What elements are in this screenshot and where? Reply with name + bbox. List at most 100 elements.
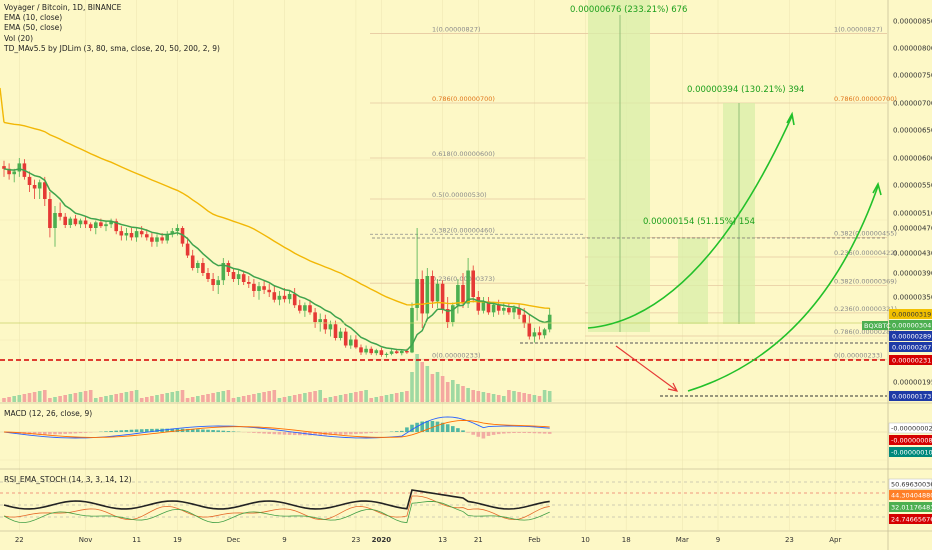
candle-body[interactable] xyxy=(532,332,537,337)
candle-body[interactable] xyxy=(134,231,139,238)
candle-body[interactable] xyxy=(537,332,542,336)
candle-body[interactable] xyxy=(466,270,470,304)
legend-ema10[interactable]: EMA (10, close) xyxy=(4,13,63,23)
candle-body[interactable] xyxy=(522,314,526,324)
candle-body[interactable] xyxy=(150,237,154,242)
rsi-title[interactable]: RSI_EMA_STOCH (14, 3, 3, 14, 12) xyxy=(4,475,132,484)
candle-body[interactable] xyxy=(323,319,328,330)
candle-body[interactable] xyxy=(160,237,164,241)
candle-body[interactable] xyxy=(43,182,47,199)
candle-body[interactable] xyxy=(104,224,108,227)
date-axis[interactable]: 22 Nov 11 19 Dec 9 23 2020 13 21 Feb 10 18 Mar 9 23 Apr xyxy=(15,536,842,544)
candle-body[interactable] xyxy=(507,307,511,313)
candle-body[interactable] xyxy=(53,213,57,228)
candle-body[interactable] xyxy=(338,331,343,338)
candle-body[interactable] xyxy=(486,301,491,313)
candle-body[interactable] xyxy=(32,185,37,189)
candle-body[interactable] xyxy=(58,213,62,217)
candle-body[interactable] xyxy=(37,182,42,189)
candle-body[interactable] xyxy=(287,294,292,300)
candle-body[interactable] xyxy=(476,297,481,311)
candle-body[interactable] xyxy=(262,286,266,290)
candle-body[interactable] xyxy=(481,301,486,311)
candle-body[interactable] xyxy=(17,163,22,172)
candle-body[interactable] xyxy=(343,331,348,346)
candle-body[interactable] xyxy=(226,263,231,272)
candle-body[interactable] xyxy=(272,292,277,300)
candle-body[interactable] xyxy=(282,295,287,300)
candle-body[interactable] xyxy=(354,339,358,348)
candle-body[interactable] xyxy=(175,228,180,232)
candle-body[interactable] xyxy=(129,233,134,238)
candle-body[interactable] xyxy=(231,272,236,279)
candle-body[interactable] xyxy=(313,312,317,323)
candle-body[interactable] xyxy=(364,348,368,353)
candle-body[interactable] xyxy=(236,274,241,279)
candle-body[interactable] xyxy=(359,347,363,353)
candle-body[interactable] xyxy=(333,324,338,338)
candle-body[interactable] xyxy=(451,305,455,323)
candle-body[interactable] xyxy=(400,350,404,354)
candle-body[interactable] xyxy=(445,309,450,323)
candle-body[interactable] xyxy=(415,279,419,308)
candle-body[interactable] xyxy=(308,305,312,313)
candle-body[interactable] xyxy=(420,279,424,314)
candle-body[interactable] xyxy=(155,237,159,242)
candle-body[interactable] xyxy=(211,279,215,285)
candle-body[interactable] xyxy=(369,348,373,354)
candle-body[interactable] xyxy=(318,319,322,323)
candle-body[interactable] xyxy=(471,270,475,298)
candle-body[interactable] xyxy=(435,283,440,302)
candle-body[interactable] xyxy=(216,280,220,285)
candle-body[interactable] xyxy=(298,305,302,311)
candle-body[interactable] xyxy=(292,294,297,306)
candle-body[interactable] xyxy=(73,218,78,225)
candle-body[interactable] xyxy=(185,243,190,256)
candle-body[interactable] xyxy=(491,304,496,313)
candle-body[interactable] xyxy=(328,324,333,330)
candle-body[interactable] xyxy=(63,216,67,225)
candle-body[interactable] xyxy=(517,307,521,315)
candle-body[interactable] xyxy=(201,263,205,273)
candle-body[interactable] xyxy=(2,166,6,169)
candle-body[interactable] xyxy=(190,255,195,269)
candle-body[interactable] xyxy=(68,218,73,225)
candle-body[interactable] xyxy=(502,307,506,311)
candle-body[interactable] xyxy=(512,307,516,313)
candle-body[interactable] xyxy=(196,263,200,268)
candle-body[interactable] xyxy=(430,276,435,302)
candle-body[interactable] xyxy=(389,351,394,354)
candle-body[interactable] xyxy=(394,351,399,354)
price-axis[interactable]: 0.00000850 0.00000800 0.00000750 0.00000700… xyxy=(862,18,932,525)
candle-body[interactable] xyxy=(99,222,103,227)
candle-body[interactable] xyxy=(547,314,552,330)
macd-title[interactable]: MACD (12, 26, close, 9) xyxy=(4,409,93,418)
candle-body[interactable] xyxy=(425,276,430,314)
candle-body[interactable] xyxy=(257,286,261,291)
candle-body[interactable] xyxy=(206,273,210,279)
legend-td[interactable]: TD_MAv5.5 by JDLim (3, 80, sma, close, 2… xyxy=(4,43,220,53)
candle-body[interactable] xyxy=(247,282,251,284)
candle-body[interactable] xyxy=(277,295,282,300)
candle-body[interactable] xyxy=(241,274,246,282)
candle-body[interactable] xyxy=(303,305,307,311)
candle-body[interactable] xyxy=(440,283,445,310)
candle-body[interactable] xyxy=(119,231,124,236)
candle-body[interactable] xyxy=(170,231,175,235)
legend-volume[interactable]: Vol (20) xyxy=(4,33,34,43)
candle-body[interactable] xyxy=(456,285,460,306)
candle-body[interactable] xyxy=(94,222,98,228)
candle-body[interactable] xyxy=(374,350,379,354)
candle-body[interactable] xyxy=(542,329,547,336)
candle-body[interactable] xyxy=(114,221,118,232)
candle-body[interactable] xyxy=(221,263,226,281)
candle-body[interactable] xyxy=(461,285,465,304)
candle-body[interactable] xyxy=(496,304,501,311)
candle-body[interactable] xyxy=(180,228,185,244)
candles[interactable] xyxy=(2,158,552,358)
candle-body[interactable] xyxy=(124,233,129,236)
legend-ema50[interactable]: EMA (50, close) xyxy=(4,23,63,33)
candle-body[interactable] xyxy=(410,307,414,353)
